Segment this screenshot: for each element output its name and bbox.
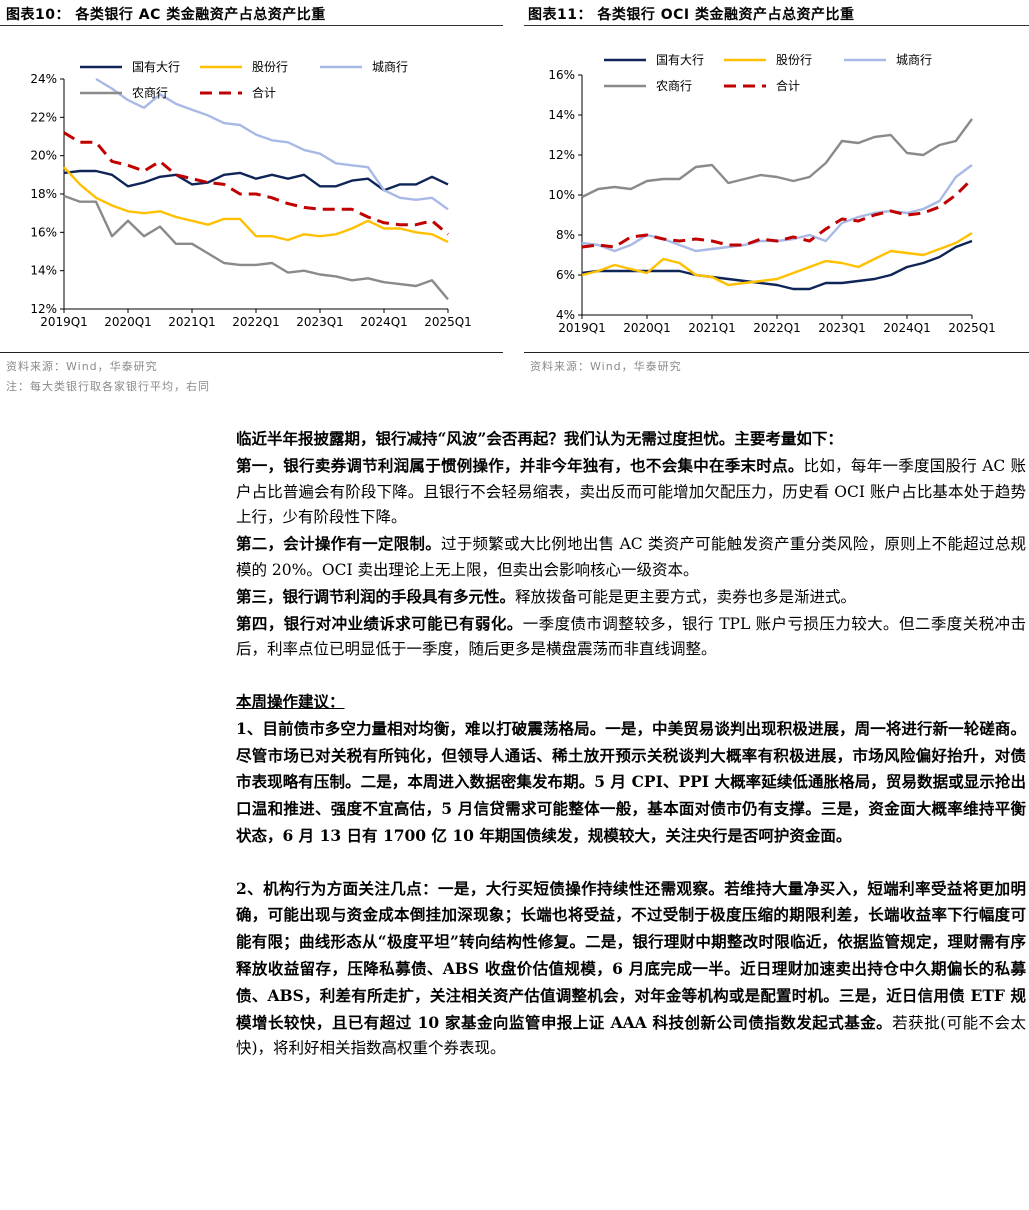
left-source: 资料来源：Wind，华泰研究 bbox=[6, 360, 158, 373]
spacer bbox=[236, 850, 1026, 876]
point-2-bold: 第二，会计操作有一定限制。 bbox=[236, 534, 441, 554]
legend-label-total: 合计 bbox=[776, 78, 800, 93]
x-tick-label: 2023Q1 bbox=[818, 321, 866, 335]
point-4-text: 一季度债市调整较多，银行 TPL 账户亏损压力较大。但二季度关税冲击后，利率点位… bbox=[236, 614, 1026, 659]
y-tick-label: 24% bbox=[30, 72, 57, 86]
point-4: 第四，银行对冲业绩诉求可能已有弱化。一季度债市调整较多，银行 TPL 账户亏损压… bbox=[236, 611, 1026, 664]
point-3-text: 释放拨备可能是更主要方式，卖券也多是渐进式。 bbox=[515, 587, 857, 606]
y-tick-label: 16% bbox=[30, 225, 57, 239]
legend-label-city: 城商行 bbox=[372, 59, 408, 74]
left-note: 注：每大类银行取各家银行平均，右同 bbox=[6, 380, 210, 393]
suggestion-2-text: 若获批(可能不会太快)，将利好相关指数高权重个券表现。 bbox=[236, 1013, 1026, 1058]
suggestion-2: 2、机构行为方面关注几点：一是，大行买短债操作持续性还需观察。若维持大量净买入，… bbox=[236, 876, 1026, 1063]
x-tick-label: 2025Q1 bbox=[424, 315, 472, 329]
y-tick-label: 14% bbox=[30, 264, 57, 278]
point-2-text: 过于频繁或大比例地出售 AC 类资产可能触发资产重分类风险，原则上不能超过总规模… bbox=[236, 535, 1026, 579]
x-tick-label: 2021Q1 bbox=[688, 321, 736, 335]
legend-label-state_owned: 国有大行 bbox=[132, 60, 180, 74]
article-body: 临近半年报披露期，银行减持“风波”会否再起？我们认为无需过度担忧。主要考量如下：… bbox=[236, 426, 1026, 1062]
series-line-joint_stock bbox=[63, 166, 449, 243]
x-tick-label: 2021Q1 bbox=[168, 315, 216, 329]
right-source: 资料来源：Wind，华泰研究 bbox=[530, 360, 682, 373]
right-title-rule bbox=[524, 25, 1029, 26]
y-tick-label: 14% bbox=[548, 108, 575, 122]
legend-label-joint_stock: 股份行 bbox=[776, 53, 812, 67]
right-source-rule bbox=[524, 352, 1029, 353]
series-line-total bbox=[581, 177, 974, 249]
left-source-rule bbox=[0, 352, 503, 353]
suggestion-1-text: 1、目前债市多空力量相对均衡，难以打破震荡格局。一是，中美贸易谈判出现积极进展，… bbox=[236, 718, 1026, 845]
suggestion-2-bold: 2、机构行为方面关注几点：一是，大行买短债操作持续性还需观察。若维持大量净买入，… bbox=[236, 878, 1026, 1032]
legend-label-rural: 农商行 bbox=[132, 85, 168, 100]
right-figure-title: 图表11： 各类银行 OCI 类金融资产占总资产比重 bbox=[528, 7, 855, 23]
series-line-state_owned bbox=[581, 239, 973, 291]
legend-label-joint_stock: 股份行 bbox=[252, 60, 288, 74]
point-4-bold: 第四，银行对冲业绩诉求可能已有弱化。 bbox=[236, 613, 523, 633]
suggestion-1: 1、目前债市多空力量相对均衡，难以打破震荡格局。一是，中美贸易谈判出现积极进展，… bbox=[236, 716, 1026, 850]
oci-ratio-chart: 4% 6% 8% 10% 12% 14% 16% 2019Q1 2020Q1 2021Q1 2022… bbox=[548, 52, 996, 335]
y-tick-label: 12% bbox=[30, 302, 57, 316]
y-tick-label: 4% bbox=[556, 308, 575, 322]
series-line-rural bbox=[581, 118, 973, 199]
section-heading-text: 本周操作建议： bbox=[236, 691, 345, 711]
x-tick-label: 2023Q1 bbox=[296, 315, 344, 329]
x-tick-label: 2019Q1 bbox=[40, 315, 88, 329]
y-tick-label: 20% bbox=[30, 149, 57, 163]
point-1-bold: 第一，银行卖券调节利润属于惯例操作，并非今年独有，也不会集中在季末时点。 bbox=[236, 455, 804, 475]
x-tick-label: 2020Q1 bbox=[623, 321, 671, 335]
y-tick-label: 22% bbox=[30, 110, 57, 124]
ac-ratio-chart: 12% 14% 16% 18% 20% 22% 24% 2019Q1 2020Q1 2021Q1 2… bbox=[30, 59, 472, 329]
left-title-rule bbox=[0, 25, 503, 26]
series-line-joint_stock bbox=[581, 231, 973, 287]
intro-paragraph: 临近半年报披露期，银行减持“风波”会否再起？我们认为无需过度担忧。主要考量如下： bbox=[236, 426, 1026, 453]
x-tick-label: 2025Q1 bbox=[948, 321, 996, 335]
section-heading: 本周操作建议： bbox=[236, 689, 1026, 716]
point-1-text: 比如，每年一季度国股行 AC 账户占比普遍会有阶段下降。且银行不会轻易缩表，卖出… bbox=[236, 456, 1026, 527]
legend-label-city: 城商行 bbox=[896, 52, 932, 67]
point-2: 第二，会计操作有一定限制。过于频繁或大比例地出售 AC 类资产可能触发资产重分类… bbox=[236, 531, 1026, 584]
legend-label-state_owned: 国有大行 bbox=[656, 53, 704, 67]
x-tick-label: 2019Q1 bbox=[558, 321, 606, 335]
y-tick-label: 16% bbox=[548, 68, 575, 82]
x-tick-label: 2020Q1 bbox=[104, 315, 152, 329]
point-3-bold: 第三，银行调节利润的手段具有多元性。 bbox=[236, 586, 516, 606]
series-line-state_owned bbox=[63, 169, 449, 192]
x-tick-label: 2024Q1 bbox=[883, 321, 931, 335]
spacer bbox=[236, 663, 1026, 689]
series-line-total bbox=[63, 131, 449, 236]
y-tick-label: 12% bbox=[548, 148, 575, 162]
x-tick-label: 2024Q1 bbox=[360, 315, 408, 329]
left-figure-title: 图表10： 各类银行 AC 类金融资产占总资产比重 bbox=[6, 7, 326, 23]
legend-label-total: 合计 bbox=[252, 85, 276, 100]
point-1: 第一，银行卖券调节利润属于惯例操作，并非今年独有，也不会集中在季末时点。比如，每… bbox=[236, 453, 1026, 531]
intro-bold: 临近半年报披露期，银行减持“风波”会否再起？我们认为无需过度担忧。主要考量如下： bbox=[236, 429, 843, 448]
y-tick-label: 6% bbox=[556, 268, 575, 282]
x-tick-label: 2022Q1 bbox=[753, 321, 801, 335]
y-tick-label: 18% bbox=[30, 187, 57, 201]
legend-label-rural: 农商行 bbox=[656, 78, 692, 93]
x-tick-label: 2022Q1 bbox=[232, 315, 280, 329]
series-line-rural bbox=[63, 194, 449, 301]
y-tick-label: 10% bbox=[548, 188, 575, 202]
y-tick-label: 8% bbox=[556, 228, 575, 242]
point-3: 第三，银行调节利润的手段具有多元性。释放拨备可能是更主要方式，卖券也多是渐进式。 bbox=[236, 584, 1026, 611]
series-line-city bbox=[95, 77, 449, 211]
